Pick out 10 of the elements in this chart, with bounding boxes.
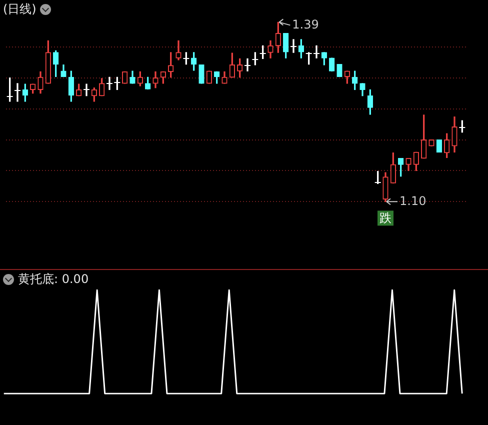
chart-title: 黄托底: 0.00 [18,271,89,288]
chart-title: (日线) [3,1,36,18]
candlestick [14,83,21,102]
candlestick [290,39,297,53]
annotation: 1.10 [400,194,426,208]
candlestick [106,76,113,90]
text: 跌 [380,210,392,225]
annotation: 1.39 [292,17,319,32]
candlestick [83,84,90,96]
candlestick [244,58,251,72]
